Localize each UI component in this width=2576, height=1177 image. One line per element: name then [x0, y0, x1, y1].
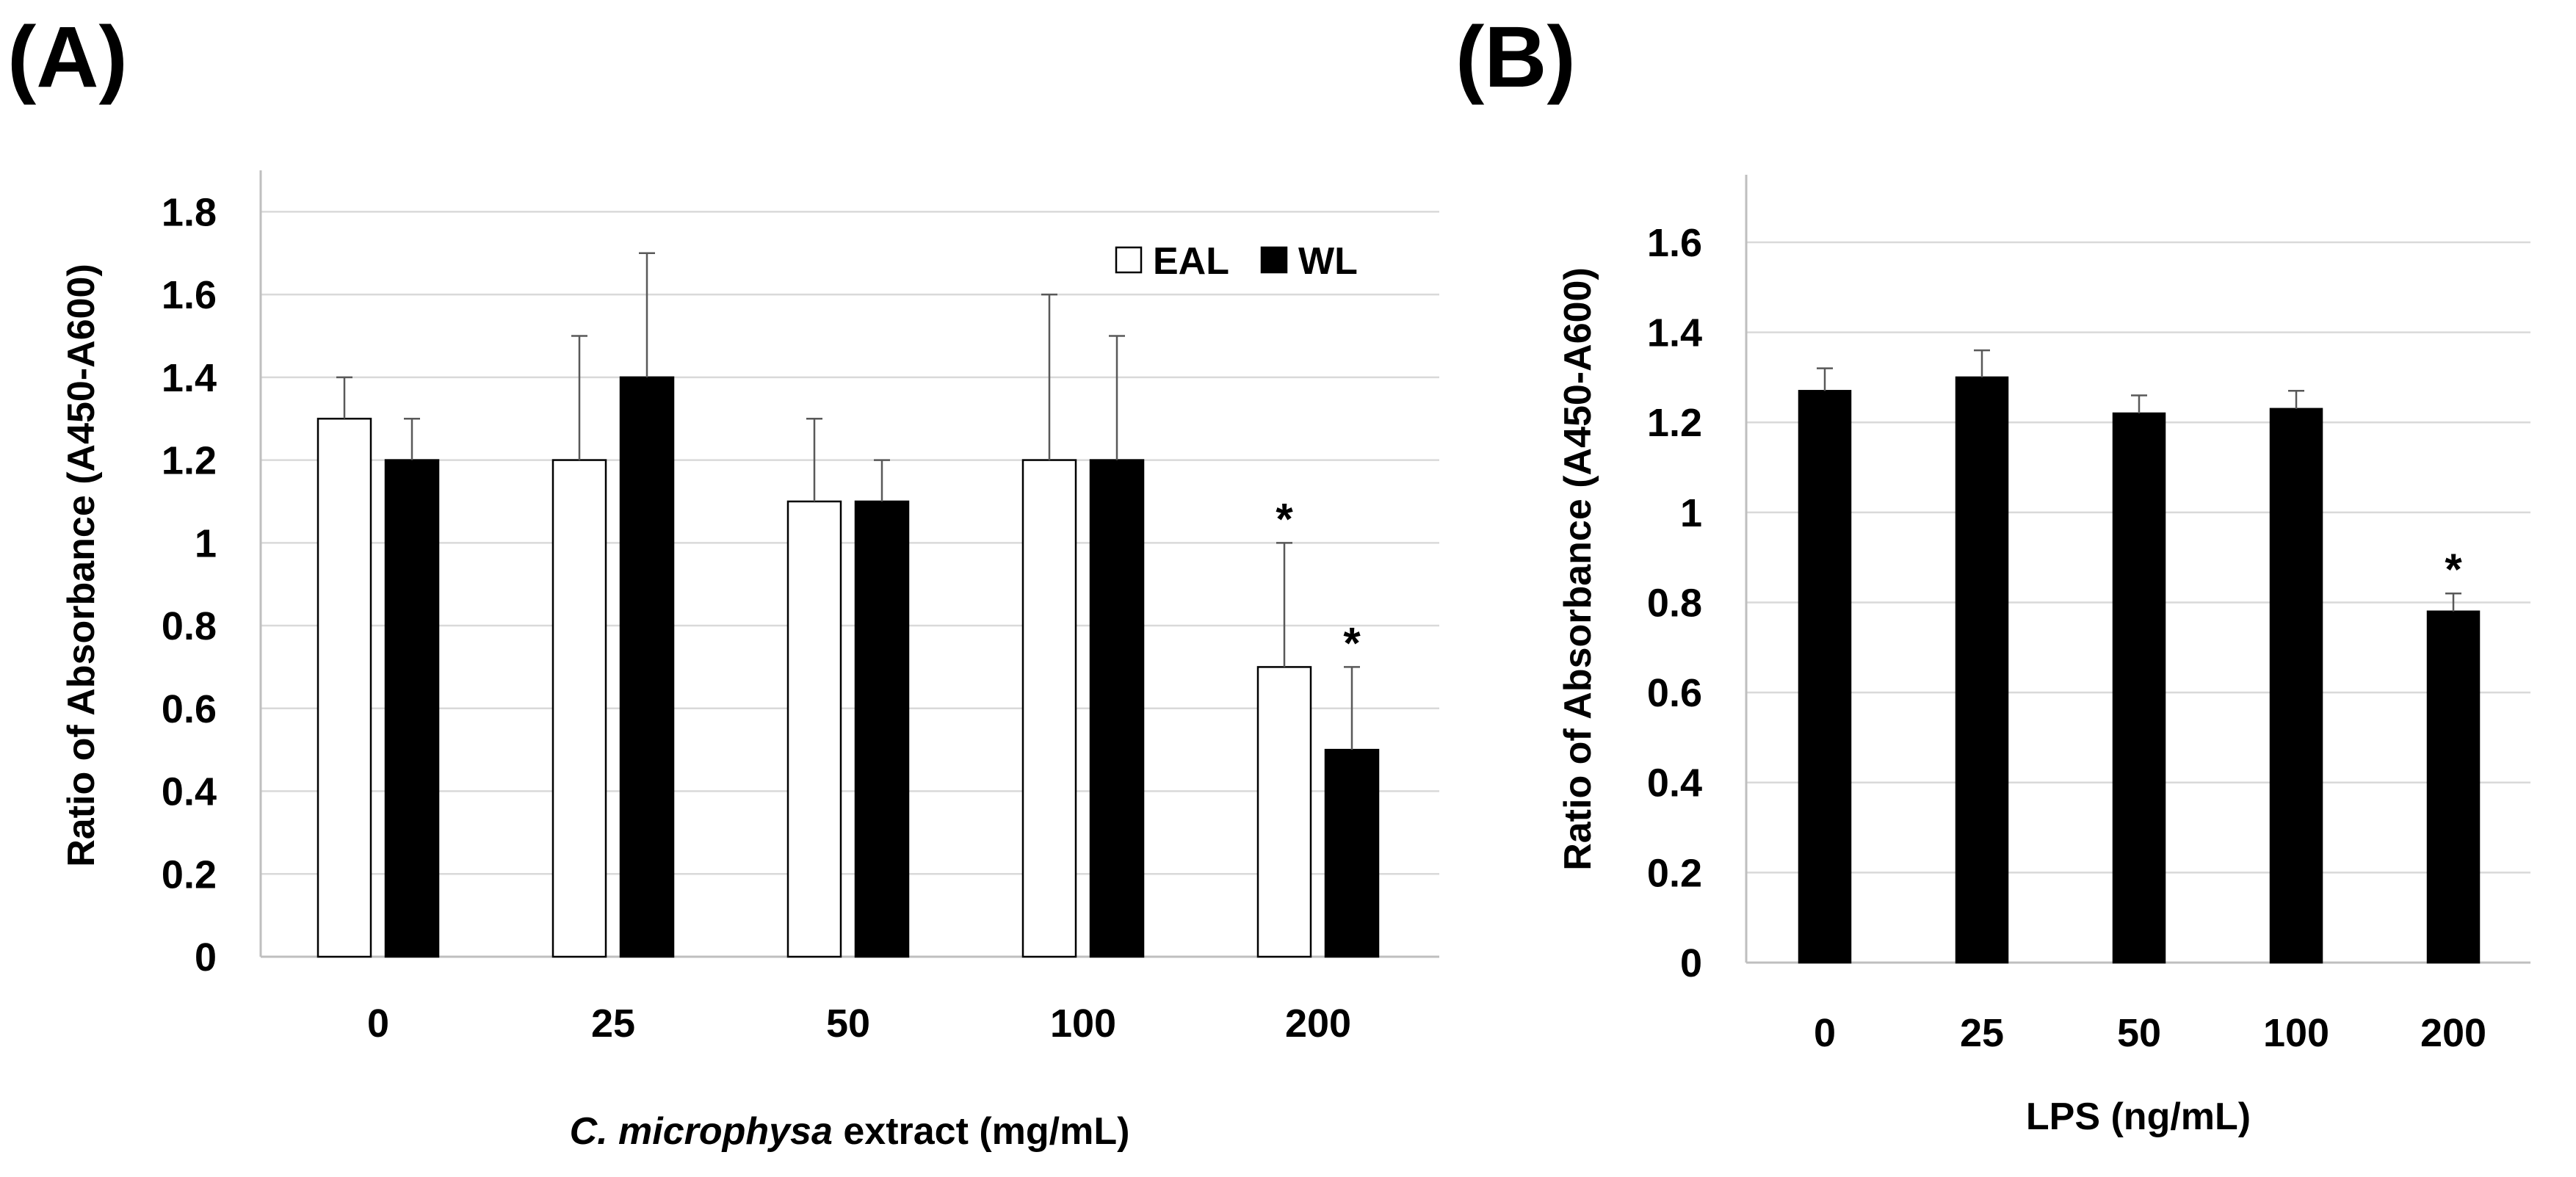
panel-a-bar-wl	[619, 376, 675, 958]
panel-a-x-axis-title-italic: C. microphysa	[570, 1110, 833, 1153]
panel-b-y-tick-label: 0.2	[1647, 851, 1702, 895]
panel-b-y-tick-label: 0.6	[1647, 671, 1702, 715]
panel-a-x-tick-label: 25	[591, 1002, 635, 1046]
panel-a-group: (A) 0 0.2 0.4 0.6 0.8 1 1.2 1.4 1.6 1.8 0 25 50 100 200…	[7, 9, 1439, 1153]
panel-a-legend-label-wl: WL	[1298, 240, 1358, 283]
panel-a-y-tick-label: 0.6	[162, 687, 217, 731]
panel-a-y-tick-label: 0.2	[162, 852, 217, 897]
panel-a-bar-eal	[1256, 666, 1312, 958]
panel-b-bar-lps	[1798, 390, 1852, 964]
panel-b-x-axis-title: LPS (ng/mL)	[2026, 1095, 2251, 1138]
panel-a-x-axis-title: C. microphysa extract (mg/mL)	[570, 1110, 1130, 1153]
panel-a-bar-wl	[1324, 748, 1380, 958]
panel-a-y-tick-label: 1	[195, 521, 217, 565]
panel-a-y-tick-label: 1.8	[162, 190, 217, 234]
panel-a-letter: (A)	[7, 9, 128, 106]
panel-b-y-tick-label: 1.2	[1647, 401, 1702, 445]
panel-b-x-tick-label: 50	[2117, 1011, 2161, 1055]
panel-a-y-tick-label: 0.8	[162, 604, 217, 648]
panel-a-significance-mark: *	[1276, 494, 1293, 543]
panel-b-bar-lps	[2269, 408, 2323, 964]
panel-a-x-tick-label: 50	[826, 1002, 870, 1046]
panel-b-y-tick-label: 1.4	[1647, 311, 1702, 355]
panel-b-bar-lps	[2426, 610, 2481, 964]
panel-a-y-tick-label: 0.4	[162, 770, 217, 814]
panel-b-y-tick-label: 0.8	[1647, 581, 1702, 625]
panel-a-y-tick-label: 0	[195, 935, 217, 979]
panel-a-bar-wl	[384, 459, 440, 958]
panel-a-bar-wl	[854, 500, 910, 958]
panel-b-x-tick-label: 200	[2420, 1011, 2486, 1055]
panel-a-legend-swatch-eal	[1115, 246, 1143, 274]
panel-a-y-axis-title: Ratio of Absorbance (A450-A600)	[60, 264, 103, 867]
panel-a-bar-wl	[1089, 459, 1145, 958]
panel-b-letter: (B)	[1455, 9, 1576, 106]
panel-b-group: (B) 0 0.2 0.4 0.6 0.8 1 1.2 1.4 1.6 0 25 50 100 200 * Ra…	[1455, 9, 2530, 1138]
panel-a-x-tick-label: 0	[367, 1002, 389, 1046]
panel-a-bar-eal	[316, 417, 372, 958]
panel-b-y-tick-label: 0	[1680, 941, 1702, 985]
panel-b-y-tick-label: 1	[1680, 491, 1702, 535]
panel-a-bar-eal	[551, 459, 607, 958]
panel-a-bar-eal	[1021, 459, 1077, 958]
panel-a-x-tick-label: 200	[1285, 1002, 1351, 1046]
panel-a-y-tick-label: 1.4	[162, 356, 217, 400]
panel-b-bar-lps	[2112, 412, 2166, 964]
panel-b-y-axis-title: Ratio of Absorbance (A450-A600)	[1557, 267, 1599, 871]
panel-a-y-tick-label: 1.6	[162, 273, 217, 317]
panel-a-significance-mark: *	[1343, 618, 1361, 667]
panel-b-x-tick-label: 25	[1960, 1011, 2004, 1055]
panel-b-x-tick-label: 0	[1814, 1011, 1836, 1055]
panel-b-x-tick-label: 100	[2263, 1011, 2329, 1055]
panel-a-bar-eal	[786, 500, 842, 958]
panel-a-x-axis-title-rest: extract (mg/mL)	[833, 1110, 1130, 1153]
panel-b-significance-mark: *	[2445, 545, 2462, 594]
panel-a-y-tick-label: 1.2	[162, 439, 217, 483]
panel-b-bar-lps	[1955, 376, 2009, 964]
panel-a-legend: EAL WL	[1115, 240, 1358, 283]
panel-a-legend-swatch-wl	[1260, 246, 1288, 274]
panel-a-legend-label-eal: EAL	[1153, 240, 1229, 283]
panel-a-x-tick-label: 100	[1050, 1002, 1116, 1046]
panel-b-y-tick-label: 1.6	[1647, 221, 1702, 265]
panel-b-y-tick-label: 0.4	[1647, 761, 1702, 805]
